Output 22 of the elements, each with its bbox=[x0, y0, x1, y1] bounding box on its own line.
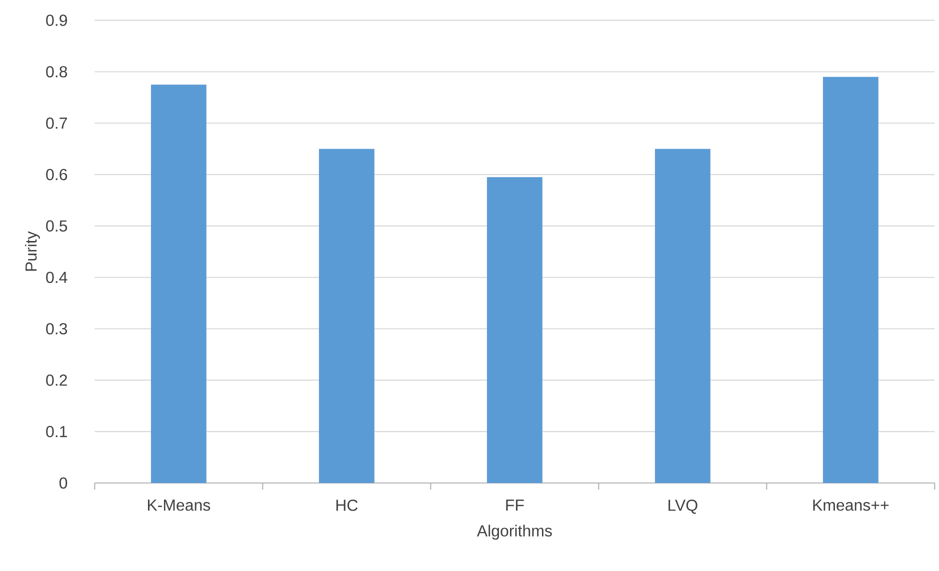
y-tick-label: 0 bbox=[59, 477, 68, 489]
y-tick-label: 0.3 bbox=[46, 323, 68, 334]
x-tick-label: K-Means bbox=[148, 500, 210, 511]
x-tick-label: HC bbox=[336, 500, 358, 511]
y-tick-label: 0.6 bbox=[46, 168, 68, 180]
y-axis-title: Purity bbox=[25, 231, 40, 271]
bar bbox=[654, 148, 710, 483]
x-tick-label: Kmeans++ bbox=[813, 500, 889, 511]
x-tick-label: FF bbox=[506, 500, 524, 511]
bar bbox=[822, 76, 878, 483]
y-tick-label: 0.5 bbox=[46, 220, 68, 232]
y-tick-label: 0.1 bbox=[46, 426, 67, 438]
y-tick-label: 0.4 bbox=[46, 272, 68, 284]
bar bbox=[318, 148, 374, 483]
bar bbox=[486, 177, 542, 483]
x-tick-label: LVQ bbox=[668, 500, 698, 514]
y-tick-label: 0.2 bbox=[46, 374, 67, 386]
y-tick-label: 0.8 bbox=[46, 66, 68, 78]
y-tick-label: 0.9 bbox=[46, 14, 67, 26]
x-axis-title: Algorithms bbox=[476, 524, 552, 540]
y-tick-label: 0.7 bbox=[46, 117, 67, 129]
bar bbox=[150, 84, 206, 483]
